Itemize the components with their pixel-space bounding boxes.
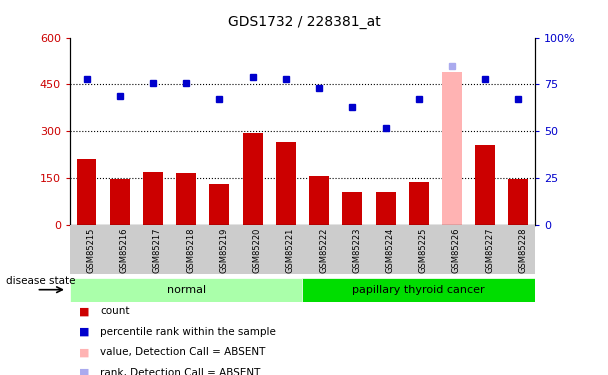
Text: GSM85218: GSM85218	[186, 227, 195, 273]
Text: ■: ■	[79, 348, 89, 357]
Text: rank, Detection Call = ABSENT: rank, Detection Call = ABSENT	[100, 368, 261, 375]
Text: papillary thyroid cancer: papillary thyroid cancer	[353, 285, 485, 295]
Text: GSM85217: GSM85217	[153, 227, 162, 273]
Bar	[276, 142, 296, 225]
Bar	[376, 192, 395, 225]
Bar	[475, 146, 495, 225]
Text: GSM85222: GSM85222	[319, 227, 328, 273]
Text: GSM85224: GSM85224	[385, 227, 395, 273]
Text: ■: ■	[79, 306, 89, 316]
Text: GSM85221: GSM85221	[286, 227, 295, 273]
Text: ■: ■	[79, 368, 89, 375]
Text: GSM85215: GSM85215	[86, 227, 95, 273]
Bar	[176, 173, 196, 225]
Text: disease state: disease state	[6, 276, 75, 286]
Text: GSM85227: GSM85227	[485, 227, 494, 273]
Text: count: count	[100, 306, 130, 316]
Bar	[110, 179, 130, 225]
Text: GSM85223: GSM85223	[352, 227, 361, 273]
Bar	[342, 192, 362, 225]
Text: percentile rank within the sample: percentile rank within the sample	[100, 327, 276, 337]
Text: GSM85216: GSM85216	[120, 227, 129, 273]
Bar	[243, 133, 263, 225]
Bar	[209, 184, 229, 225]
Text: GDS1732 / 228381_at: GDS1732 / 228381_at	[227, 15, 381, 29]
Text: GSM85226: GSM85226	[452, 227, 461, 273]
Text: GSM85219: GSM85219	[219, 227, 229, 273]
Bar	[409, 182, 429, 225]
Bar	[442, 72, 462, 225]
Text: normal: normal	[167, 285, 206, 295]
Bar	[143, 172, 163, 225]
Text: GSM85220: GSM85220	[253, 227, 261, 273]
Bar	[77, 159, 97, 225]
Text: GSM85228: GSM85228	[519, 227, 527, 273]
Text: ■: ■	[79, 327, 89, 337]
Bar	[302, 278, 535, 302]
Text: GSM85225: GSM85225	[419, 227, 428, 273]
Text: value, Detection Call = ABSENT: value, Detection Call = ABSENT	[100, 348, 266, 357]
Bar	[70, 278, 302, 302]
Bar	[508, 179, 528, 225]
Bar	[309, 176, 329, 225]
